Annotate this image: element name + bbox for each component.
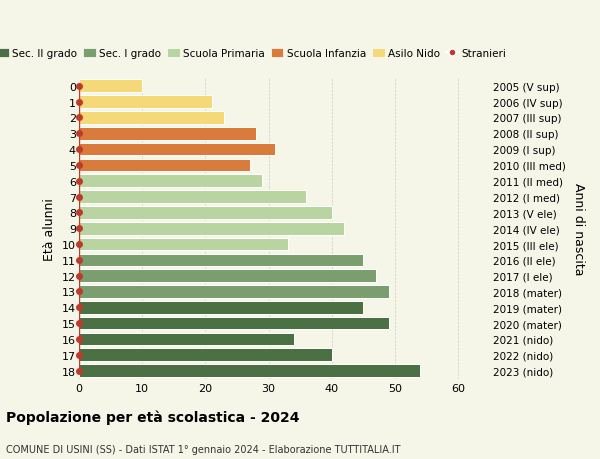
Point — [74, 272, 83, 280]
Bar — [79, 238, 287, 251]
Bar — [79, 254, 364, 267]
Bar — [79, 143, 275, 156]
Point — [74, 178, 83, 185]
Point — [74, 83, 83, 90]
Bar — [79, 285, 389, 298]
Legend: Sec. II grado, Sec. I grado, Scuola Primaria, Scuola Infanzia, Asilo Nido, Stran: Sec. II grado, Sec. I grado, Scuola Prim… — [0, 45, 511, 63]
Point — [74, 241, 83, 248]
Point — [74, 288, 83, 296]
Text: COMUNE DI USINI (SS) - Dati ISTAT 1° gennaio 2024 - Elaborazione TUTTITALIA.IT: COMUNE DI USINI (SS) - Dati ISTAT 1° gen… — [6, 444, 401, 454]
Point — [74, 193, 83, 201]
Point — [74, 367, 83, 375]
Bar — [79, 349, 332, 361]
Bar — [79, 112, 224, 124]
Point — [74, 320, 83, 327]
Point — [74, 225, 83, 232]
Bar — [79, 159, 250, 172]
Bar — [79, 333, 294, 346]
Bar — [79, 80, 142, 93]
Bar — [79, 364, 421, 377]
Bar — [79, 207, 332, 219]
Point — [74, 336, 83, 343]
Point — [74, 99, 83, 106]
Point — [74, 351, 83, 358]
Y-axis label: Anni di nascita: Anni di nascita — [572, 183, 585, 275]
Bar — [79, 301, 364, 314]
Bar — [79, 191, 307, 203]
Point — [74, 209, 83, 217]
Point — [74, 130, 83, 138]
Point — [74, 146, 83, 153]
Bar — [79, 128, 256, 140]
Bar — [79, 317, 389, 330]
Bar — [79, 222, 344, 235]
Point — [74, 257, 83, 264]
Text: Popolazione per età scolastica - 2024: Popolazione per età scolastica - 2024 — [6, 410, 299, 425]
Y-axis label: Età alunni: Età alunni — [43, 197, 56, 260]
Bar — [79, 270, 376, 282]
Bar — [79, 175, 262, 188]
Point — [74, 304, 83, 311]
Point — [74, 162, 83, 169]
Bar — [79, 96, 212, 109]
Point — [74, 114, 83, 122]
